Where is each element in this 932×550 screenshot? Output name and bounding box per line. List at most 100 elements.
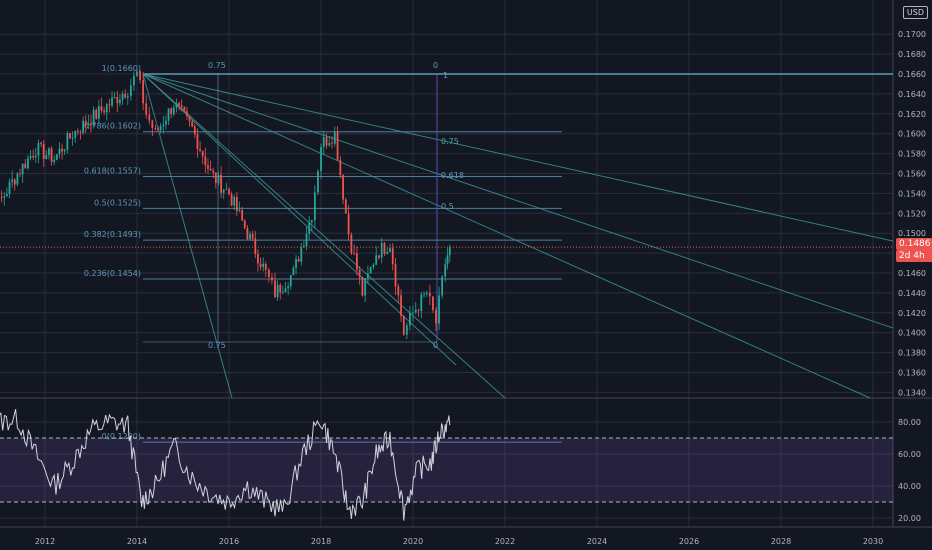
candle-body: [228, 189, 230, 195]
candle-body: [74, 130, 77, 138]
candle-body: [199, 149, 201, 151]
rsi-tick-label: 20.00: [898, 514, 921, 523]
candle-body: [32, 155, 35, 158]
candle-body: [402, 315, 405, 335]
candle-body: [397, 286, 400, 296]
rsi-tick-label: 60.00: [898, 450, 921, 459]
candle-body: [375, 255, 378, 265]
candle-body: [183, 107, 186, 112]
candle-body: [204, 156, 207, 166]
candle-body: [193, 126, 196, 135]
price-tick-label: 0.1340: [898, 388, 926, 397]
candle-body: [13, 179, 16, 185]
candle-body: [61, 148, 63, 152]
candle-body: [378, 255, 380, 258]
candle-body: [230, 194, 233, 206]
candle-body: [129, 85, 132, 97]
price-tick-label: 0.1400: [898, 329, 926, 338]
candle-body: [170, 108, 173, 114]
time-tick-label: 2014: [127, 537, 147, 546]
price-tick-label: 0.1440: [898, 289, 926, 298]
candle-body: [281, 291, 284, 293]
price-tick-label: 0.1540: [898, 189, 926, 198]
rsi-band: [0, 438, 893, 502]
candle-body: [196, 134, 199, 150]
candle-body: [157, 128, 159, 131]
candle-body: [423, 294, 425, 296]
candle-body: [297, 259, 300, 262]
time-tick-label: 2026: [679, 537, 699, 546]
time-tick-label: 2016: [219, 537, 239, 546]
fan-line: [142, 73, 506, 399]
candle-body: [151, 120, 154, 129]
candle-body: [79, 132, 82, 133]
candle-body: [233, 196, 236, 206]
candle-body: [167, 108, 170, 121]
candle-body: [209, 168, 212, 171]
candle-body: [84, 120, 87, 126]
price-tick-label: 0.1560: [898, 170, 926, 179]
time-tick-label: 2012: [35, 537, 55, 546]
candle-body: [369, 266, 372, 274]
candle-body: [16, 173, 19, 185]
candle-body: [243, 220, 246, 229]
candle-body: [136, 71, 138, 77]
price-tick-label: 0.1600: [898, 130, 926, 139]
candle-body: [405, 325, 408, 335]
candle-body: [274, 280, 276, 298]
candle-body: [124, 93, 127, 98]
candle-body: [257, 254, 259, 264]
candle-body: [191, 121, 194, 127]
candle-body: [331, 143, 333, 144]
candle-body: [313, 192, 316, 221]
candle-body: [317, 171, 319, 193]
candle-body: [76, 130, 79, 133]
candle-body: [333, 131, 336, 144]
candle-body: [82, 120, 85, 133]
candle-body: [347, 213, 350, 235]
candle-body: [448, 247, 451, 256]
candle-body: [444, 264, 447, 277]
fib-level-label: 0.382(0.1493): [84, 230, 141, 239]
time-tick-label: 2020: [403, 537, 423, 546]
fib-level-label: 0.786(0.1602): [84, 122, 141, 131]
candle-body: [380, 243, 383, 258]
candle-body: [358, 269, 361, 278]
price-tick-label: 0.1520: [898, 209, 926, 218]
candle-body: [188, 115, 191, 122]
candle-body: [441, 276, 444, 296]
candle-body: [325, 137, 328, 146]
candle-body: [69, 133, 71, 139]
candle-body: [425, 292, 428, 295]
fan-grid-label: 1: [443, 71, 448, 80]
candle-body: [446, 255, 449, 265]
candle-body: [420, 294, 423, 311]
candle-body: [295, 259, 297, 268]
candle-body: [172, 107, 175, 114]
price-tick-label: 0.1360: [898, 369, 926, 378]
candle-body: [432, 296, 434, 310]
price-tick-label: 0.1620: [898, 110, 926, 119]
candle-body: [34, 155, 37, 158]
candle-body: [148, 114, 151, 121]
candle-body: [417, 310, 420, 311]
candles-group: [0, 68, 451, 340]
candle-body: [222, 189, 225, 193]
fib-level-label: 0.618(0.1557): [84, 166, 141, 175]
candle-body: [139, 71, 141, 81]
time-tick-label: 2030: [863, 537, 883, 546]
candle-body: [178, 103, 180, 106]
fan-line: [142, 73, 894, 242]
currency-badge[interactable]: USD: [902, 6, 928, 19]
candle-body: [364, 278, 367, 296]
price-tick-label: 0.1460: [898, 269, 926, 278]
candle-body: [361, 277, 364, 296]
candle-body: [386, 252, 389, 254]
fan-grid-label: 0: [433, 61, 438, 70]
candle-body: [254, 238, 257, 255]
candle-body: [241, 210, 244, 221]
candle-body: [111, 97, 113, 106]
candle-body: [214, 172, 217, 183]
candle-body: [289, 275, 292, 287]
